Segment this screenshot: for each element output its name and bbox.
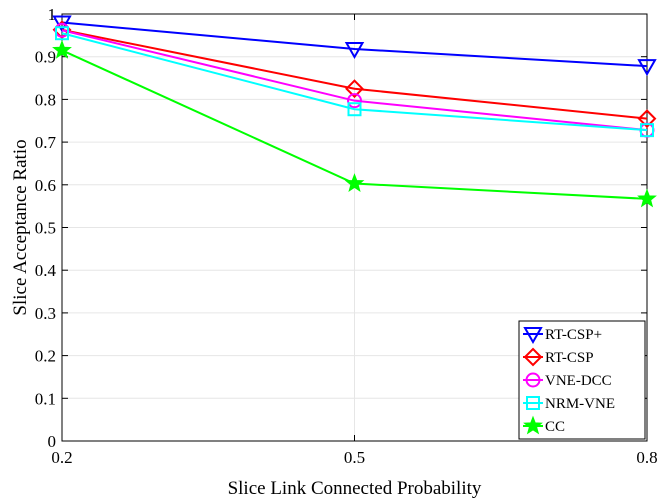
series-line-rt-csp	[61, 28, 648, 120]
y-tick-label: 0.9	[35, 48, 56, 67]
data-point-cc	[52, 39, 72, 59]
data-point-rt-csp	[345, 79, 364, 99]
x-axis-title: Slice Link Connected Probability	[228, 478, 482, 499]
legend-marker	[526, 396, 540, 410]
data-point-rt-csp+	[52, 15, 72, 33]
series-line-rt-csp+	[61, 21, 648, 68]
data-point-nrm-vne	[347, 102, 362, 117]
data-point-rt-csp+	[344, 42, 365, 60]
series-line-vne-dcc	[61, 29, 648, 132]
data-point-nrm-vne	[55, 26, 69, 41]
y-tick-label: 0.3	[35, 304, 56, 323]
data-point-cc	[344, 173, 365, 192]
x-tick-label: 0.8	[636, 448, 657, 467]
y-tick-label: 0.6	[35, 176, 56, 195]
y-tick-label: 0.2	[35, 347, 56, 366]
x-tick-label: 0.2	[51, 448, 72, 467]
data-point-cc	[637, 188, 657, 208]
legend-marker	[523, 347, 543, 367]
y-tick-label: 0.5	[35, 219, 56, 238]
legend-marker	[523, 327, 543, 345]
y-tick-label: 0.4	[35, 261, 57, 280]
legend-label: VNE-DCC	[545, 373, 612, 389]
data-point-vne-dcc	[347, 93, 362, 109]
data-point-nrm-vne	[640, 123, 654, 138]
data-point-rt-csp	[637, 109, 657, 129]
y-tick-label: 1	[48, 5, 57, 24]
y-tick-label: 0.8	[35, 90, 56, 109]
legend-label: RT-CSP	[545, 350, 594, 366]
series-line-nrm-vne	[61, 32, 648, 132]
legend-label: NRM-VNE	[545, 396, 615, 412]
legend-marker	[525, 372, 541, 388]
legend-label: RT-CSP+	[545, 327, 602, 343]
x-tick-label: 0.5	[344, 448, 365, 467]
y-tick-label: 0.1	[35, 389, 56, 408]
data-point-rt-csp+	[637, 59, 657, 77]
y-tick-label: 0	[48, 432, 57, 451]
y-tick-label: 0.7	[35, 133, 57, 152]
legend-marker	[523, 415, 543, 435]
legend-label: CC	[545, 419, 565, 435]
y-axis-title: Slice Acceptance Ratio	[10, 139, 31, 315]
